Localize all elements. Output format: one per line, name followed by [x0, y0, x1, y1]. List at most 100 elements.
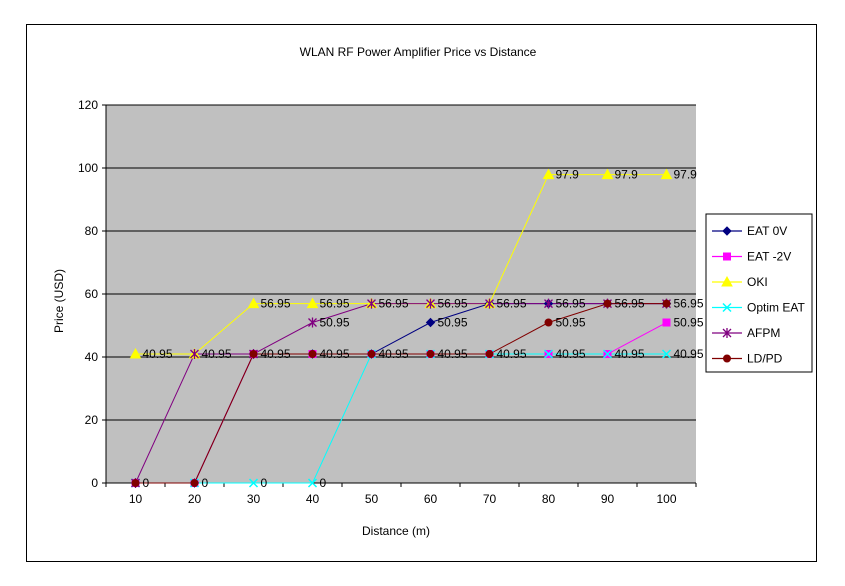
data-point-ld-pd: [662, 299, 671, 308]
data-point-ld-pd: [308, 350, 317, 359]
data-point-ld-pd: [367, 350, 376, 359]
data-point-afpm: [367, 298, 376, 309]
data-point-afpm: [485, 298, 494, 309]
data-label: 56.95: [261, 297, 291, 311]
legend-label: Optim EAT: [747, 301, 805, 315]
series-markers: [129, 168, 673, 488]
data-point-afpm: [426, 298, 435, 309]
data-label: 40.95: [261, 347, 291, 361]
data-point-ld-pd: [485, 350, 494, 359]
data-point-optim-eat: [602, 349, 613, 359]
data-point-oki: [129, 347, 142, 359]
series-line-afpm: [135, 303, 667, 484]
data-point-afpm: [544, 298, 553, 309]
legend-label: LD/PD: [747, 352, 783, 366]
series-lines: [135, 174, 667, 484]
data-labels: 40.95 40.95 56.95 56.95 56.95 56.95 56.95 97.9 9…: [143, 168, 704, 490]
data-label: 56.95: [497, 297, 527, 311]
data-label: 56.95: [615, 297, 645, 311]
data-point-ld-pd: [426, 350, 435, 359]
data-point-optim-eat: [307, 478, 318, 488]
data-point-afpm: [190, 349, 199, 360]
y-tick-label: 120: [78, 98, 98, 112]
data-label: 40.95: [556, 347, 586, 361]
gridlines: [106, 104, 696, 421]
y-tick-label: 100: [78, 161, 98, 175]
x-tick-label: 60: [424, 492, 438, 506]
data-label: 40.95: [438, 347, 468, 361]
x-tick-label: 80: [542, 492, 556, 506]
series-line-ld-pd: [135, 303, 667, 484]
data-point-optim-eat: [543, 349, 554, 359]
data-label: 40.95: [379, 347, 409, 361]
legend-marker: [721, 275, 733, 287]
y-tick-label: 0: [91, 476, 98, 490]
y-tick-label: 60: [85, 287, 99, 301]
data-label: 56.95: [379, 297, 409, 311]
data-point-ld-pd: [249, 350, 258, 359]
data-point-ld-pd: [603, 299, 612, 308]
data-label: 40.95: [143, 347, 173, 361]
data-point-afpm: [308, 317, 317, 328]
legend-marker: [723, 252, 731, 261]
y-tick-label: 80: [85, 224, 99, 238]
legend-marker: [723, 354, 731, 363]
legend-label: EAT 0V: [747, 224, 787, 238]
data-point-ld-pd: [544, 318, 553, 327]
x-tick-label: 30: [247, 492, 261, 506]
x-tick-label: 100: [656, 492, 676, 506]
x-tick-label: 50: [365, 492, 379, 506]
data-label: 40.95: [320, 347, 350, 361]
x-tick-label: 90: [601, 492, 615, 506]
data-point-eat-0v: [425, 317, 436, 328]
data-label: 97.9: [556, 168, 580, 182]
data-label: 97.9: [615, 168, 639, 182]
data-label: 40.95: [497, 347, 527, 361]
data-label: 56.95: [320, 297, 350, 311]
data-label: 0: [320, 476, 327, 490]
legend: EAT 0V EAT -2V OKI Optim EAT AFPM LD/PD: [705, 213, 813, 373]
data-label: 50.95: [438, 316, 468, 330]
x-tick-label: 40: [306, 492, 320, 506]
data-label: 0: [202, 476, 209, 490]
data-label: 40.95: [674, 347, 704, 361]
legend-label: AFPM: [747, 326, 780, 340]
x-tick-label: 20: [188, 492, 202, 506]
y-tick-label: 20: [85, 413, 99, 427]
data-point-optim-eat: [661, 349, 672, 359]
data-point-oki: [660, 168, 673, 180]
legend-marker: [722, 302, 732, 313]
data-label: 0: [143, 476, 150, 490]
legend-marker: [722, 226, 732, 236]
data-point-oki: [247, 297, 260, 309]
y-axis-title: Price (USD): [52, 269, 66, 333]
data-label: 50.95: [320, 316, 350, 330]
data-point-oki: [601, 168, 614, 180]
data-label: 50.95: [556, 316, 586, 330]
data-point-eat-2v: [662, 318, 671, 327]
data-label: 40.95: [615, 347, 645, 361]
chart-title: WLAN RF Power Amplifier Price vs Distanc…: [300, 45, 537, 59]
data-label: 97.9: [674, 168, 698, 182]
x-tick-label: 70: [483, 492, 497, 506]
data-point-oki: [306, 297, 319, 309]
legend-label: OKI: [747, 275, 768, 289]
data-point-ld-pd: [131, 479, 140, 487]
legend-marker: [722, 328, 732, 338]
data-point-optim-eat: [248, 478, 259, 488]
x-axis-title: Distance (m): [362, 524, 430, 538]
data-label: 40.95: [202, 347, 232, 361]
data-point-ld-pd: [190, 479, 199, 487]
data-label: 56.95: [556, 297, 586, 311]
legend-box: [705, 213, 813, 373]
data-label: 56.95: [674, 297, 704, 311]
data-label: 50.95: [674, 316, 704, 330]
data-label: 0: [261, 476, 268, 490]
legend-label: EAT -2V: [747, 250, 791, 264]
x-tick-label: 10: [129, 492, 143, 506]
y-tick-label: 40: [85, 350, 99, 364]
data-label: 56.95: [438, 297, 468, 311]
data-point-oki: [542, 168, 555, 180]
